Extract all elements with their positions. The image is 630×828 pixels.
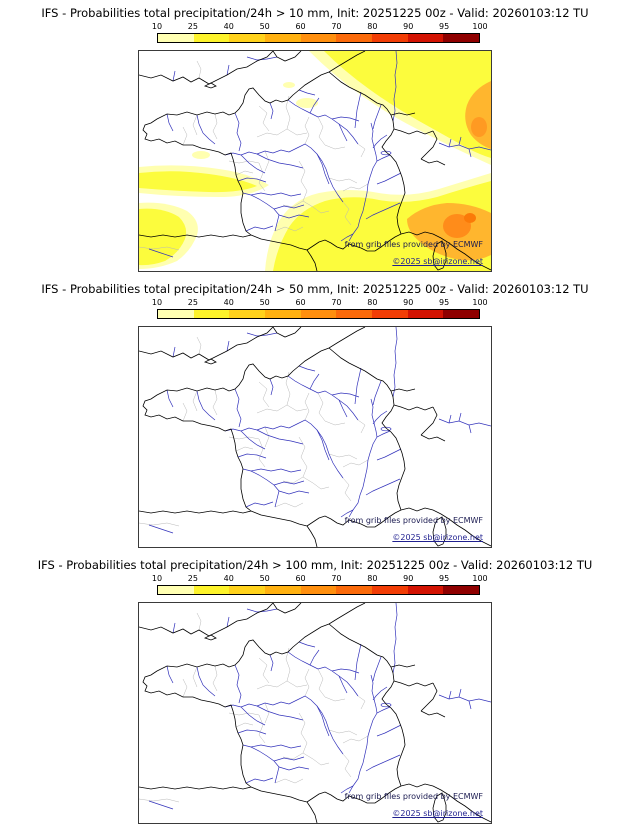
precipitation-probability-map xyxy=(139,603,491,823)
colorbar-tick-label: 25 xyxy=(187,574,198,583)
colorbar-tick-labels: 10 25 40 50 60 70 80 90 95 100 xyxy=(152,22,488,32)
colorbar-tick-label: 60 xyxy=(295,298,306,307)
colorbar-segment xyxy=(336,310,373,318)
colorbar-segment xyxy=(300,310,337,318)
colorbar-segment xyxy=(336,34,373,42)
colorbar-tick-label: 90 xyxy=(403,298,414,307)
colorbar-segment xyxy=(229,34,266,42)
colorbar-tick-label: 90 xyxy=(403,22,414,31)
colorbar-segment xyxy=(407,310,444,318)
colorbar-tick-label: 100 xyxy=(472,22,488,31)
colorbar-segment xyxy=(443,586,480,594)
map-frame: from grib files provided by ECMWF ©2025 … xyxy=(138,50,492,272)
precipitation-probability-map xyxy=(139,51,491,271)
colorbar-tick-label: 100 xyxy=(472,298,488,307)
map-attribution: from grib files provided by ECMWF xyxy=(344,240,483,249)
panel-precip-gt-10mm: IFS - Probabilities total precipitation/… xyxy=(0,0,630,276)
colorbar-bar xyxy=(157,585,480,595)
colorbar-segment xyxy=(193,34,230,42)
colorbar-bar xyxy=(157,33,480,43)
colorbar-tick-label: 70 xyxy=(331,22,342,31)
colorbar-segment xyxy=(158,34,194,42)
colorbar-tick-label: 70 xyxy=(331,574,342,583)
colorbar-tick-label: 95 xyxy=(439,22,450,31)
colorbar-tick-label: 40 xyxy=(223,22,234,31)
copyright-link[interactable]: ©2025 sb@irizone.net xyxy=(392,257,483,266)
colorbar-tick-label: 80 xyxy=(367,574,378,583)
colorbar-tick-label: 95 xyxy=(439,298,450,307)
colorbar-segment xyxy=(229,310,266,318)
colorbar-tick-label: 40 xyxy=(223,298,234,307)
colorbar-segment xyxy=(193,586,230,594)
colorbar-tick-label: 80 xyxy=(367,22,378,31)
colorbar-tick-label: 10 xyxy=(151,298,163,307)
probability-colorbar: 10 25 40 50 60 70 80 90 95 100 xyxy=(152,574,488,595)
colorbar-tick-label: 50 xyxy=(259,22,270,31)
colorbar-segment xyxy=(229,586,266,594)
colorbar-segment xyxy=(158,310,194,318)
colorbar-segment xyxy=(158,586,194,594)
map-attribution: from grib files provided by ECMWF xyxy=(344,516,483,525)
colorbar-tick-label: 100 xyxy=(472,574,488,583)
panel-precip-gt-100mm: IFS - Probabilities total precipitation/… xyxy=(0,552,630,828)
map-attribution: from grib files provided by ECMWF xyxy=(344,792,483,801)
colorbar-segment xyxy=(372,34,408,42)
colorbar-tick-label: 10 xyxy=(151,22,163,31)
colorbar-segment xyxy=(265,310,301,318)
colorbar-tick-label: 25 xyxy=(187,22,198,31)
map-frame: from grib files provided by ECMWF ©2025 … xyxy=(138,602,492,824)
colorbar-tick-label: 25 xyxy=(187,298,198,307)
colorbar-segment xyxy=(265,34,301,42)
colorbar-segment xyxy=(193,310,230,318)
colorbar-tick-label: 70 xyxy=(331,298,342,307)
colorbar-tick-label: 60 xyxy=(295,22,306,31)
panel-title: IFS - Probabilities total precipitation/… xyxy=(41,6,589,20)
colorbar-segment xyxy=(407,34,444,42)
colorbar-segment xyxy=(265,586,301,594)
panel-title: IFS - Probabilities total precipitation/… xyxy=(41,282,589,296)
colorbar-tick-label: 80 xyxy=(367,298,378,307)
colorbar-segment xyxy=(443,310,480,318)
probability-colorbar: 10 25 40 50 60 70 80 90 95 100 xyxy=(152,298,488,319)
probability-colorbar: 10 25 40 50 60 70 80 90 95 100 xyxy=(152,22,488,43)
colorbar-segment xyxy=(372,310,408,318)
colorbar-segment xyxy=(300,586,337,594)
copyright-link[interactable]: ©2025 sb@irizone.net xyxy=(392,533,483,542)
colorbar-tick-labels: 10 25 40 50 60 70 80 90 95 100 xyxy=(152,574,488,584)
copyright-link[interactable]: ©2025 sb@irizone.net xyxy=(392,809,483,818)
panel-precip-gt-50mm: IFS - Probabilities total precipitation/… xyxy=(0,276,630,552)
colorbar-segment xyxy=(336,586,373,594)
colorbar-segment xyxy=(443,34,480,42)
precipitation-probability-map xyxy=(139,327,491,547)
colorbar-segment xyxy=(407,586,444,594)
colorbar-tick-label: 60 xyxy=(295,574,306,583)
colorbar-bar xyxy=(157,309,480,319)
colorbar-segment xyxy=(300,34,337,42)
colorbar-tick-label: 10 xyxy=(151,574,163,583)
colorbar-segment xyxy=(372,586,408,594)
colorbar-tick-label: 50 xyxy=(259,298,270,307)
map-frame: from grib files provided by ECMWF ©2025 … xyxy=(138,326,492,548)
colorbar-tick-label: 50 xyxy=(259,574,270,583)
panel-title: IFS - Probabilities total precipitation/… xyxy=(37,558,593,572)
colorbar-tick-labels: 10 25 40 50 60 70 80 90 95 100 xyxy=(152,298,488,308)
colorbar-tick-label: 95 xyxy=(439,574,450,583)
colorbar-tick-label: 90 xyxy=(403,574,414,583)
colorbar-tick-label: 40 xyxy=(223,574,234,583)
